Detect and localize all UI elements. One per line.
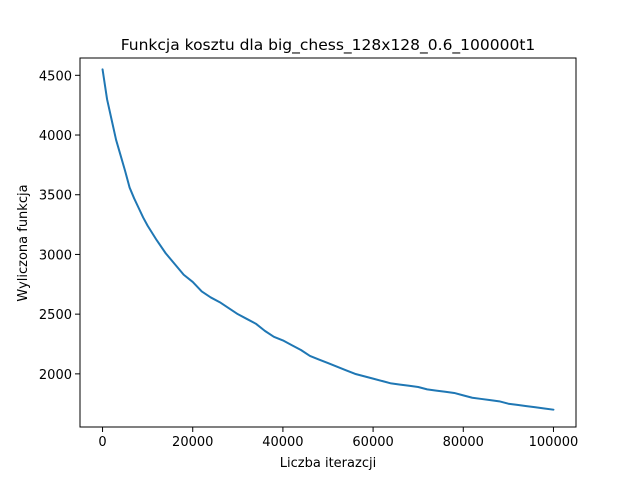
x-tick-label: 80000 [443,435,484,450]
y-axis-ticks: 2000 2500 3000 3500 4000 4500 [39,69,80,383]
x-tick-label: 100000 [529,435,579,450]
cost-series-line [101,68,555,411]
y-tick-label: 3500 [39,189,72,204]
chart-title: Funkcja kosztu dla big_chess_128x128_0.6… [121,36,536,55]
x-axis-ticks: 0 20000 40000 60000 80000 100000 [98,427,578,450]
x-tick-label: 40000 [262,435,303,450]
y-tick-label: 4000 [39,129,72,144]
y-tick-label: 2500 [39,308,72,323]
x-tick-label: 20000 [172,435,213,450]
x-axis-title: Liczba iterazcji [280,456,376,471]
y-tick-label: 2000 [39,368,72,383]
x-tick-label: 60000 [352,435,393,450]
x-tick-label: 0 [98,435,106,450]
plot-area [79,57,577,428]
plot-frame [79,57,577,428]
y-tick-label: 3000 [39,248,72,263]
y-axis-title: Wyliczona funkcja [16,184,31,301]
y-tick-label: 4500 [39,69,72,84]
